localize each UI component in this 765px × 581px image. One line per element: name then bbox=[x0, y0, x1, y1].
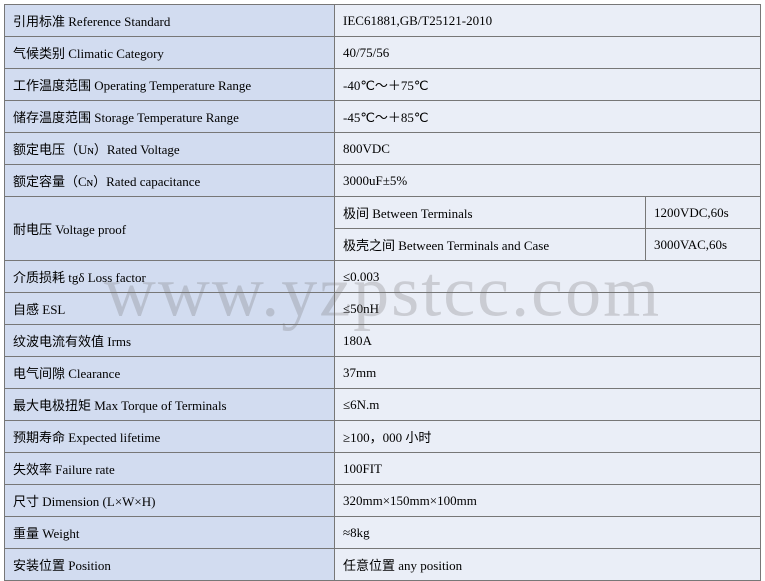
row-label: 重量 Weight bbox=[5, 517, 335, 549]
table-row: 安装位置 Position任意位置 any position bbox=[5, 549, 761, 581]
voltage-proof-row-1: 耐电压 Voltage proof 极间 Between Terminals 1… bbox=[5, 197, 761, 229]
row-label: 气候类别 Climatic Category bbox=[5, 37, 335, 69]
row-value: 800VDC bbox=[335, 133, 761, 165]
voltage-proof-label: 耐电压 Voltage proof bbox=[5, 197, 335, 261]
row-label: 纹波电流有效值 Irms bbox=[5, 325, 335, 357]
row-label: 自感 ESL bbox=[5, 293, 335, 325]
row-value: 320mm×150mm×100mm bbox=[335, 485, 761, 517]
row-label: 预期寿命 Expected lifetime bbox=[5, 421, 335, 453]
table-row: 工作温度范围 Operating Temperature Range-40℃～＋… bbox=[5, 69, 761, 101]
table-row: 额定容量（Cɴ）Rated capacitance3000uF±5% bbox=[5, 165, 761, 197]
row-value: IEC61881,GB/T25121-2010 bbox=[335, 5, 761, 37]
row-value: ≤6N.m bbox=[335, 389, 761, 421]
spec-tbody: 引用标准 Reference StandardIEC61881,GB/T2512… bbox=[5, 5, 761, 581]
row-label: 尺寸 Dimension (L×W×H) bbox=[5, 485, 335, 517]
row-value: ≈8kg bbox=[335, 517, 761, 549]
row-label: 安装位置 Position bbox=[5, 549, 335, 581]
row-label: 失效率 Failure rate bbox=[5, 453, 335, 485]
row-label: 额定电压（Uɴ）Rated Voltage bbox=[5, 133, 335, 165]
table-row: 预期寿命 Expected lifetime≥100，000 小时 bbox=[5, 421, 761, 453]
spec-table-container: 引用标准 Reference StandardIEC61881,GB/T2512… bbox=[0, 0, 765, 562]
table-row: 失效率 Failure rate100FIT bbox=[5, 453, 761, 485]
table-row: 电气间隙 Clearance37mm bbox=[5, 357, 761, 389]
row-label: 工作温度范围 Operating Temperature Range bbox=[5, 69, 335, 101]
table-row: 气候类别 Climatic Category40/75/56 bbox=[5, 37, 761, 69]
row-label: 介质损耗 tgδ Loss factor bbox=[5, 261, 335, 293]
row-label: 储存温度范围 Storage Temperature Range bbox=[5, 101, 335, 133]
row-value: 180A bbox=[335, 325, 761, 357]
row-value: ≤0.003 bbox=[335, 261, 761, 293]
table-row: 储存温度范围 Storage Temperature Range-45℃～＋85… bbox=[5, 101, 761, 133]
table-row: 介质损耗 tgδ Loss factor≤0.003 bbox=[5, 261, 761, 293]
row-value: 任意位置 any position bbox=[335, 549, 761, 581]
table-row: 额定电压（Uɴ）Rated Voltage800VDC bbox=[5, 133, 761, 165]
voltage-proof-sub-label: 极壳之间 Between Terminals and Case bbox=[335, 229, 646, 261]
row-value: -40℃～＋75℃ bbox=[335, 69, 761, 101]
row-label: 额定容量（Cɴ）Rated capacitance bbox=[5, 165, 335, 197]
row-label: 最大电极扭矩 Max Torque of Terminals bbox=[5, 389, 335, 421]
row-value: 40/75/56 bbox=[335, 37, 761, 69]
voltage-proof-sub-label: 极间 Between Terminals bbox=[335, 197, 646, 229]
table-row: 自感 ESL≤50nH bbox=[5, 293, 761, 325]
row-value: 3000uF±5% bbox=[335, 165, 761, 197]
row-value: 37mm bbox=[335, 357, 761, 389]
table-row: 尺寸 Dimension (L×W×H)320mm×150mm×100mm bbox=[5, 485, 761, 517]
spec-table: 引用标准 Reference StandardIEC61881,GB/T2512… bbox=[4, 4, 761, 581]
table-row: 重量 Weight≈8kg bbox=[5, 517, 761, 549]
voltage-proof-sub-value: 1200VDC,60s bbox=[645, 197, 760, 229]
table-row: 最大电极扭矩 Max Torque of Terminals≤6N.m bbox=[5, 389, 761, 421]
row-value: ≥100，000 小时 bbox=[335, 421, 761, 453]
voltage-proof-sub-value: 3000VAC,60s bbox=[645, 229, 760, 261]
row-label: 电气间隙 Clearance bbox=[5, 357, 335, 389]
row-value: ≤50nH bbox=[335, 293, 761, 325]
row-value: 100FIT bbox=[335, 453, 761, 485]
row-label: 引用标准 Reference Standard bbox=[5, 5, 335, 37]
table-row: 纹波电流有效值 Irms180A bbox=[5, 325, 761, 357]
row-value: -45℃～＋85℃ bbox=[335, 101, 761, 133]
table-row: 引用标准 Reference StandardIEC61881,GB/T2512… bbox=[5, 5, 761, 37]
